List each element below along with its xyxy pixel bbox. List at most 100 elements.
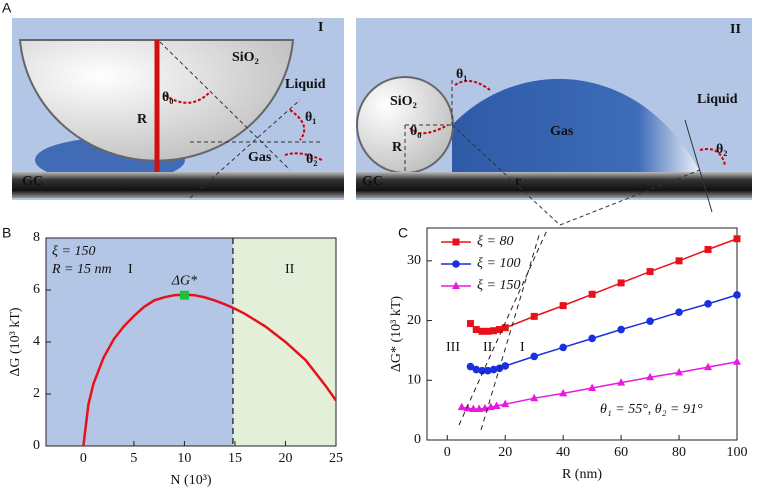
marker — [588, 290, 596, 298]
marker — [704, 300, 712, 308]
annotation: I — [520, 340, 525, 355]
marker — [486, 402, 495, 411]
label: θ₁ — [456, 67, 468, 82]
marker — [490, 327, 498, 335]
label: Gas — [550, 124, 574, 139]
marker — [466, 362, 475, 371]
y-tick-label: 0 — [414, 432, 421, 447]
marker — [463, 403, 472, 412]
y-tick-label: 2 — [33, 386, 40, 401]
y-tick-label: 30 — [407, 253, 421, 268]
y-tick-label: 10 — [407, 373, 421, 388]
marker — [478, 327, 486, 335]
x-tick-label: 60 — [614, 445, 628, 460]
marker — [530, 393, 539, 402]
marker — [559, 343, 567, 352]
annotation: I — [128, 262, 133, 277]
x-axis-label: R (nm) — [562, 467, 602, 482]
label: θ₂ — [716, 142, 728, 157]
marker — [733, 291, 741, 299]
marker — [675, 257, 683, 265]
x-tick-label: 80 — [672, 445, 686, 460]
marker — [617, 325, 625, 334]
numeral: I — [318, 20, 323, 35]
label: SiO₂ — [390, 94, 417, 109]
annotation: II — [285, 262, 295, 277]
label: GC — [362, 174, 383, 189]
x-tick-label: 5 — [130, 451, 137, 466]
annotation: θ₁ = 55°, θ₂ = 91° — [600, 402, 703, 417]
marker — [646, 268, 654, 276]
x-tick-label: 20 — [498, 445, 512, 460]
data-line — [461, 361, 738, 410]
x-tick-label: 100 — [727, 445, 748, 460]
panel-label: C — [398, 225, 408, 241]
x-tick-label: 40 — [556, 445, 570, 460]
marker — [466, 320, 474, 328]
marker — [675, 308, 683, 317]
label: GC — [22, 174, 43, 189]
marker — [457, 402, 466, 411]
legend-marker — [452, 281, 460, 289]
label: R — [392, 140, 403, 155]
y-axis-label: ΔG (10³ kT) — [8, 307, 23, 377]
marker — [733, 357, 741, 365]
marker — [675, 368, 684, 376]
label: Gas — [248, 150, 272, 165]
legend-label: ξ = 150 — [477, 278, 520, 293]
marker — [472, 365, 481, 374]
marker — [646, 317, 654, 325]
x-tick-label: 15 — [228, 451, 242, 466]
legend-marker — [452, 238, 460, 246]
marker — [704, 362, 713, 371]
panel-a-right: II θ₁ SiO₂ θ₀ R Gas r Liquid θ₂ GC — [356, 18, 752, 226]
marker — [484, 327, 492, 335]
label: θ₀ — [162, 90, 174, 105]
region — [46, 238, 233, 446]
marker — [530, 312, 538, 320]
marker — [704, 245, 712, 253]
marker — [617, 279, 625, 287]
label: θ₂ — [306, 152, 318, 167]
legend-label: ξ = 80 — [477, 234, 513, 249]
x-axis-label: N (10³) — [170, 473, 211, 488]
marker — [501, 399, 510, 408]
marker — [733, 235, 741, 243]
annotation: III — [446, 340, 460, 355]
marker — [501, 362, 510, 370]
marker — [478, 366, 486, 375]
label: r — [515, 174, 521, 189]
plot-frame — [426, 227, 738, 441]
label: Liquid — [285, 77, 326, 92]
marker — [492, 401, 501, 409]
x-tick-label: 20 — [278, 451, 292, 466]
annotation: II — [483, 340, 493, 355]
boundary-line — [480, 231, 541, 431]
panel-label: A — [2, 0, 12, 16]
marker — [617, 378, 626, 386]
marker — [472, 326, 480, 334]
x-tick-label: 0 — [444, 445, 451, 460]
label: θ₀ — [410, 124, 422, 139]
label: SiO₂ — [232, 50, 259, 65]
marker — [559, 388, 568, 397]
legend-marker — [452, 260, 460, 268]
marker — [489, 365, 498, 374]
marker — [484, 366, 492, 375]
annotation: ξ = 150 — [52, 244, 95, 259]
marker — [501, 324, 509, 332]
marker — [475, 404, 484, 412]
legend-label: ξ = 100 — [477, 256, 520, 271]
marker — [530, 352, 538, 361]
label: Liquid — [697, 92, 738, 107]
maximum-marker — [179, 290, 189, 300]
marker — [495, 326, 503, 334]
x-tick-label: 0 — [80, 451, 87, 466]
y-tick-label: 6 — [33, 282, 40, 297]
boundary-line — [458, 227, 549, 426]
numeral: II — [730, 22, 741, 37]
marker — [559, 302, 567, 310]
marker — [469, 404, 478, 412]
y-tick-label: 4 — [33, 334, 40, 349]
